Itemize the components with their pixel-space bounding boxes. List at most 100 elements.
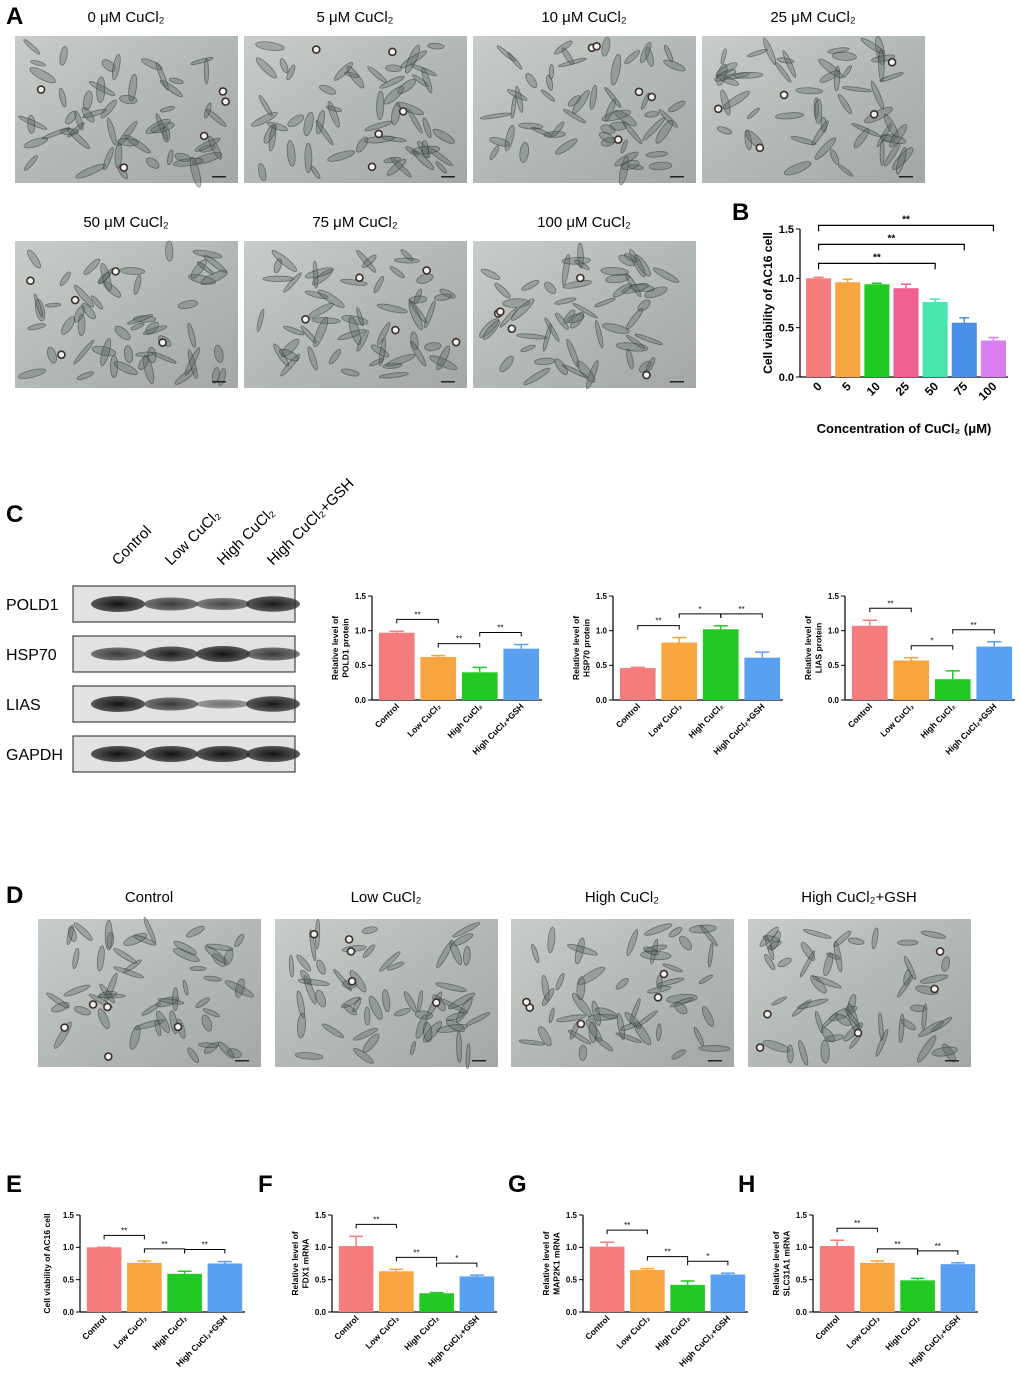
- bar: [980, 340, 1006, 377]
- x-tick-label: High CuCl₂: [686, 701, 725, 740]
- cell-shape: [417, 990, 424, 1013]
- cell-shape: [217, 1041, 235, 1059]
- cell-shape: [142, 325, 168, 336]
- cell-shape: [310, 165, 321, 179]
- scale-bar: [670, 176, 684, 178]
- cell-shape: [422, 1021, 443, 1043]
- cell-shape: [408, 295, 428, 304]
- cell-shape: [340, 278, 368, 286]
- cell-shape: [555, 138, 578, 155]
- cell-shape: [878, 1012, 884, 1042]
- round-cell: [431, 998, 441, 1007]
- cell-shape: [668, 927, 683, 938]
- cell-shape: [445, 1012, 465, 1022]
- cell-shape: [376, 90, 385, 121]
- cell-shape: [920, 930, 947, 939]
- y-tick-label: 1.5: [355, 592, 367, 601]
- significance-bracket: [637, 625, 680, 630]
- cell-shape: [648, 161, 673, 171]
- cell-shape: [720, 48, 727, 65]
- y-axis-label: HSP70 protein: [582, 619, 592, 677]
- cell-shape: [435, 982, 467, 993]
- cell-shape: [814, 98, 823, 125]
- x-tick-label: Control: [846, 701, 874, 729]
- cell-shape: [903, 969, 911, 986]
- cell-shape: [563, 309, 576, 324]
- scale-bar: [235, 1060, 249, 1062]
- cell-shape: [311, 317, 341, 324]
- cell-shape: [376, 303, 408, 314]
- micrograph-bg: [473, 241, 696, 388]
- cell-shape: [296, 990, 306, 1019]
- cell-shape: [576, 976, 586, 1001]
- cell-shape: [688, 924, 717, 934]
- image-title: 10 μM CuCl₂: [541, 9, 626, 26]
- cell-shape: [921, 1003, 928, 1031]
- cell-shape: [666, 993, 698, 1004]
- cell-shape: [567, 95, 581, 107]
- significance-label: **: [655, 617, 661, 626]
- significance-bracket: [606, 1229, 648, 1235]
- cell-shape: [663, 44, 674, 63]
- y-axis-label: Cell viability of AC16 cell: [761, 232, 775, 374]
- y-tick-label: 1.0: [596, 626, 608, 635]
- significance-bracket: [917, 1250, 959, 1255]
- cell-shape: [100, 337, 112, 367]
- cell-shape: [59, 271, 71, 287]
- x-tick-label: Control: [332, 1313, 360, 1341]
- scale-bar: [945, 1060, 959, 1062]
- y-tick-label: 0.0: [828, 696, 840, 705]
- cell-shape: [645, 46, 654, 67]
- round-cell: [642, 370, 651, 380]
- y-axis-label: Relative level of: [571, 616, 581, 680]
- cell-shape: [764, 953, 776, 971]
- blot-band: [196, 598, 250, 610]
- significance-bracket: [910, 645, 954, 650]
- cell-shape: [296, 954, 312, 972]
- round-cell: [374, 129, 383, 139]
- x-tick-label: 75: [951, 379, 971, 399]
- cell-shape: [381, 136, 407, 143]
- cell-shape: [96, 945, 105, 972]
- blot-band: [246, 746, 300, 762]
- cell-shape: [198, 1042, 218, 1049]
- cell-shape: [33, 293, 44, 318]
- x-tick-label: High CuCl₂: [883, 1313, 922, 1352]
- y-tick-label: 0.0: [355, 696, 367, 705]
- cell-shape: [416, 273, 434, 284]
- cell-shape: [518, 122, 544, 130]
- cell-shape: [678, 935, 693, 951]
- cell-shape: [551, 121, 565, 137]
- y-axis-label: Relative level of: [330, 616, 340, 680]
- cell-shape: [194, 137, 221, 152]
- micrograph-bg: [244, 36, 467, 183]
- cell-shape: [81, 302, 96, 320]
- round-cell: [713, 104, 723, 114]
- protein-label: POLD1: [6, 597, 59, 614]
- blot-band: [246, 696, 300, 712]
- y-axis-label: Relative level of: [290, 1231, 300, 1295]
- cell-shape: [601, 36, 611, 57]
- round-cell: [344, 935, 354, 944]
- bar: [864, 284, 890, 377]
- x-tick-label: Low CuCl₂: [878, 701, 916, 739]
- round-cell: [576, 273, 585, 283]
- cell-shape: [83, 258, 101, 275]
- cell-shape: [572, 303, 598, 319]
- cell-shape: [548, 1007, 555, 1024]
- scale-bar: [441, 381, 455, 383]
- cell-shape: [615, 342, 649, 352]
- cell-shape: [942, 1043, 957, 1063]
- cell-shape: [800, 941, 816, 961]
- significance-bracket: [143, 1248, 186, 1253]
- protein-label: LIAS: [6, 697, 41, 714]
- cell-shape: [304, 142, 313, 174]
- cell-shape: [889, 124, 908, 148]
- cell-shape: [134, 1019, 166, 1030]
- cell-shape: [489, 145, 500, 161]
- cell-shape: [66, 127, 91, 150]
- cell-shape: [883, 113, 899, 139]
- cell-shape: [46, 346, 57, 364]
- significance-label: **: [121, 1226, 127, 1235]
